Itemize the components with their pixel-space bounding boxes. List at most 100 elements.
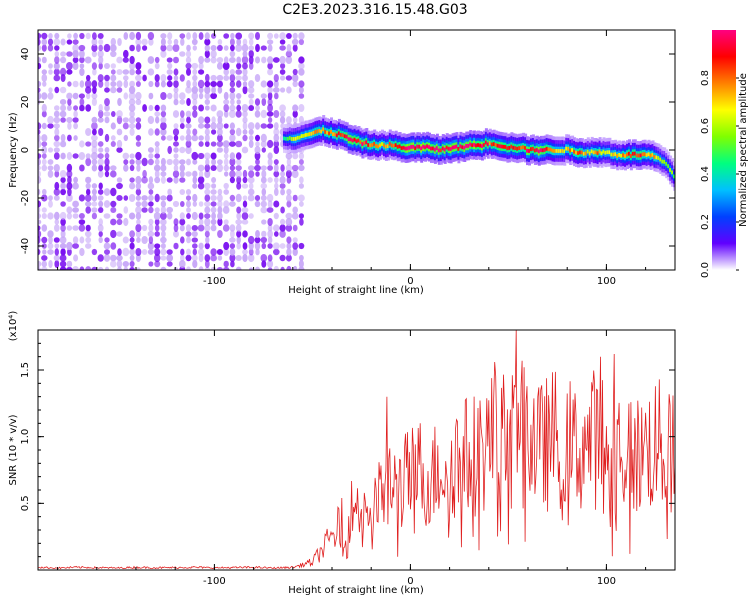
noise-cell — [173, 134, 179, 142]
noise-cell — [254, 110, 261, 118]
ridge-cell — [628, 151, 631, 156]
noise-cell — [285, 169, 292, 179]
noise-cell — [223, 91, 229, 101]
noise-cell — [241, 219, 249, 225]
noise-cell — [160, 218, 167, 226]
noise-cell — [247, 188, 255, 196]
noise-cell — [79, 98, 85, 106]
noise-cell — [260, 165, 267, 171]
noise-cell — [248, 248, 254, 256]
ridge-cell — [341, 133, 345, 137]
noise-cell — [241, 43, 249, 53]
noise-cell — [224, 171, 229, 177]
noise-cell — [79, 56, 85, 64]
noise-cell — [198, 212, 204, 220]
noise-cell — [47, 38, 54, 46]
noise-cell — [160, 38, 166, 46]
noise-cell — [85, 128, 92, 136]
noise-cell — [248, 182, 254, 190]
noise-cell — [160, 171, 167, 177]
noise-cell — [59, 110, 67, 118]
noise-cell — [110, 165, 117, 171]
noise-cell — [128, 104, 136, 112]
noise-cell — [254, 241, 261, 251]
noise-cell — [60, 67, 67, 77]
noise-cell — [59, 236, 67, 244]
noise-cell — [66, 51, 73, 57]
noise-cell — [85, 224, 91, 232]
noise-cell — [47, 115, 54, 125]
noise-cell — [280, 164, 285, 172]
noise-cell — [129, 159, 135, 165]
noise-cell — [273, 133, 280, 143]
noise-cell — [72, 182, 79, 190]
noise-cell — [298, 164, 305, 172]
noise-cell — [211, 177, 217, 183]
noise-cell — [229, 253, 236, 263]
ridge-cell — [518, 146, 522, 150]
noise-cell — [38, 122, 42, 130]
noise-cell — [279, 32, 286, 40]
ridge-cell — [371, 143, 375, 147]
ridge-cell — [292, 137, 296, 141]
noise-cell — [109, 44, 117, 52]
noise-cell — [230, 44, 235, 52]
noise-cell — [148, 201, 154, 207]
noise-cell — [222, 224, 230, 232]
noise-cell — [38, 212, 41, 220]
noise-cell — [267, 165, 273, 171]
ridge-cell — [455, 144, 459, 149]
noise-cell — [54, 51, 60, 57]
noise-cell — [142, 104, 148, 112]
noise-cell — [292, 206, 299, 214]
noise-cell — [292, 237, 298, 243]
noise-cell — [160, 195, 167, 201]
ridge-cell — [363, 141, 367, 145]
snr-ylabel: SNR (10 * v/v) — [8, 414, 19, 485]
noise-cell — [216, 110, 224, 118]
noise-cell — [299, 176, 304, 184]
ridge-cell — [639, 153, 643, 158]
noise-cell — [73, 135, 78, 141]
noise-cell — [198, 92, 204, 100]
noise-cell — [135, 81, 141, 87]
noise-cell — [210, 92, 218, 100]
noise-cell — [179, 164, 186, 172]
noise-cell — [167, 32, 173, 40]
noise-cell — [160, 224, 167, 232]
noise-cell — [135, 175, 142, 185]
noise-cell — [210, 45, 217, 51]
noise-cell — [267, 86, 273, 94]
noise-cell — [53, 237, 60, 243]
noise-cell — [273, 265, 279, 270]
noise-cell — [267, 236, 273, 244]
noise-cell — [173, 75, 179, 81]
noise-cell — [167, 75, 173, 81]
noise-cell — [299, 218, 304, 226]
noise-cell — [79, 247, 85, 257]
noise-cell — [179, 146, 186, 154]
noise-cell — [279, 69, 286, 75]
noise-cell — [98, 62, 103, 70]
noise-cell — [204, 213, 211, 219]
noise-cell — [38, 134, 41, 142]
noise-cell — [254, 200, 261, 208]
noise-cell — [160, 92, 167, 100]
noise-cell — [273, 212, 279, 220]
noise-cell — [110, 141, 116, 147]
noise-cell — [254, 74, 261, 82]
noise-cell — [167, 212, 173, 220]
noise-cell — [41, 153, 47, 159]
ridge-cell — [506, 146, 510, 151]
noise-cell — [148, 128, 154, 136]
noise-cell — [216, 163, 223, 173]
noise-cell — [242, 134, 248, 142]
noise-cell — [166, 69, 173, 75]
noise-cell — [260, 140, 267, 148]
noise-cell — [91, 92, 98, 100]
ridge-cell — [524, 146, 528, 150]
noise-cell — [255, 158, 260, 166]
noise-cell — [110, 218, 117, 226]
ridge-cell — [430, 146, 433, 151]
noise-cell — [285, 56, 293, 64]
